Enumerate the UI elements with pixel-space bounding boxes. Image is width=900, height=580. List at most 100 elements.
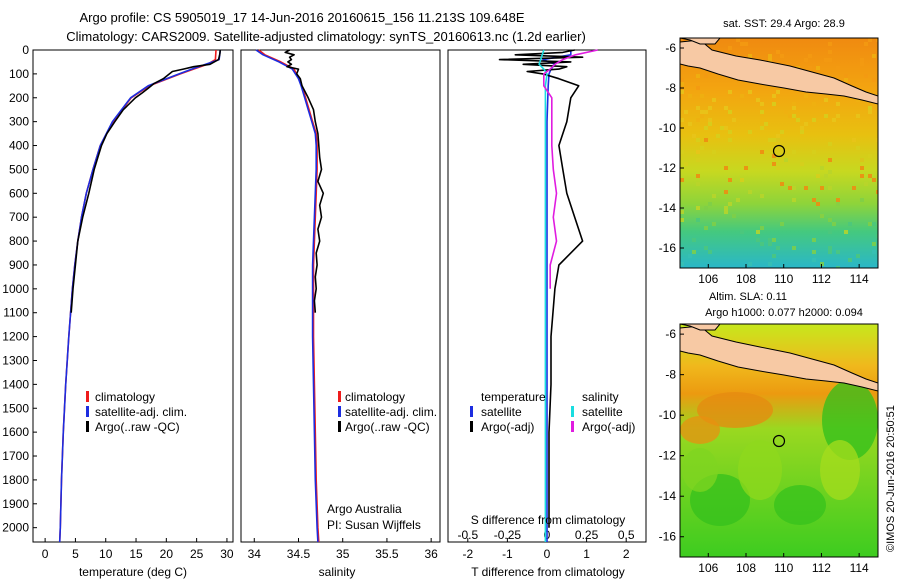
lat-tick-label: -16 bbox=[659, 241, 677, 255]
legend-t-satellite: satellite bbox=[481, 405, 522, 419]
x-tick-label: 36 bbox=[424, 547, 438, 561]
sst-pixel bbox=[848, 222, 852, 226]
y-tick-label: 700 bbox=[9, 210, 29, 224]
sst-pixel bbox=[760, 102, 764, 106]
series-line-climatology bbox=[58, 49, 217, 543]
sst-pixel bbox=[696, 158, 700, 162]
sst-pixel bbox=[696, 74, 700, 78]
sst-pixel bbox=[844, 78, 848, 82]
sst-pixel bbox=[824, 98, 828, 102]
x-tick-label: -1 bbox=[502, 547, 513, 561]
lat-tick-label: -12 bbox=[659, 449, 677, 463]
figure-title-line1: Argo profile: CS 5905019_17 14-Jun-2016 … bbox=[79, 10, 524, 25]
x-tick-label: 35.5 bbox=[375, 547, 399, 561]
sst-pixel bbox=[868, 38, 872, 42]
sst-pixel bbox=[780, 182, 784, 186]
sst-pixel bbox=[788, 186, 792, 190]
sst-pixel bbox=[820, 214, 824, 218]
sst-pixel bbox=[800, 130, 804, 134]
sst-pixel bbox=[768, 58, 772, 62]
sst-pixel bbox=[740, 94, 744, 98]
sst-pixel bbox=[868, 106, 872, 110]
y-tick-label: 0 bbox=[22, 43, 29, 57]
sst-pixel bbox=[708, 106, 712, 110]
sst-pixel bbox=[744, 166, 748, 170]
sst-pixel bbox=[716, 134, 720, 138]
legend-mark-satellite bbox=[86, 406, 89, 417]
legend-mark-argo bbox=[86, 421, 89, 432]
sst-pixel bbox=[748, 130, 752, 134]
sst-pixel bbox=[772, 254, 776, 258]
sst-pixel bbox=[804, 94, 808, 98]
sst-pixel bbox=[876, 182, 878, 186]
sst-pixel bbox=[800, 126, 804, 130]
legend-satellite: satellite-adj. clim. bbox=[95, 405, 187, 419]
temperature-lines bbox=[58, 49, 222, 543]
sst-land-borneo-edge bbox=[680, 38, 721, 45]
sst-pixel bbox=[684, 162, 688, 166]
sst-pixel bbox=[740, 230, 744, 234]
sla-anomaly-blob bbox=[697, 392, 773, 428]
sst-pixel bbox=[724, 106, 728, 110]
legend-mark-argo bbox=[338, 421, 341, 432]
sst-pixel bbox=[768, 54, 772, 58]
sst-pixel bbox=[812, 250, 816, 254]
y-tick-label: 300 bbox=[9, 115, 29, 129]
sla-anomaly-blob bbox=[680, 416, 720, 444]
legend-argo: Argo(..raw -QC) bbox=[345, 420, 430, 434]
top-tick-label: -0.5 bbox=[457, 528, 478, 542]
sst-pixel bbox=[704, 246, 708, 250]
sst-pixel bbox=[820, 166, 824, 170]
legend-s-argo: Argo(-adj) bbox=[582, 420, 635, 434]
sst-pixel bbox=[780, 54, 784, 58]
sla-map-axes: 106 108 110 112 114 -6 -8 -10 -12 -14 -16 bbox=[659, 327, 869, 575]
legend-s-satellite: satellite bbox=[582, 405, 623, 419]
sla-field-patches bbox=[680, 380, 878, 526]
depth-axis: 0 100 200 300 400 500 600 700 800 900 1000 1100 1200… bbox=[2, 43, 37, 535]
sst-pixel bbox=[712, 194, 716, 198]
t-difference-axis-label: T difference from climatology bbox=[471, 565, 625, 579]
sst-pixel bbox=[856, 146, 860, 150]
x-tick-label: 0 bbox=[544, 547, 551, 561]
series-line-satellite-adj-clim- bbox=[58, 49, 222, 543]
sst-pixel bbox=[872, 242, 876, 246]
legend-argo: Argo(..raw -QC) bbox=[95, 420, 180, 434]
lon-tick-label: 108 bbox=[736, 561, 756, 575]
sst-pixel bbox=[856, 98, 860, 102]
y-tick-label: 200 bbox=[9, 91, 29, 105]
sst-pixel bbox=[824, 114, 828, 118]
sst-pixel bbox=[764, 122, 768, 126]
sst-pixel bbox=[812, 258, 816, 262]
sst-pixel bbox=[776, 166, 780, 170]
sst-pixel bbox=[832, 118, 836, 122]
sst-pixel bbox=[768, 138, 772, 142]
sst-pixel bbox=[828, 158, 832, 162]
sst-pixel bbox=[772, 94, 776, 98]
sst-pixel bbox=[828, 250, 832, 254]
sst-pixel bbox=[760, 194, 764, 198]
series-line-salinity-argo-adj- bbox=[542, 49, 598, 289]
sst-pixel bbox=[812, 150, 816, 154]
sst-pixel bbox=[860, 174, 864, 178]
series-line-salinity-satellite bbox=[538, 49, 548, 542]
y-tick-label: 1000 bbox=[2, 282, 29, 296]
sst-pixel bbox=[692, 238, 696, 242]
sst-pixel bbox=[864, 42, 868, 46]
sst-pixel bbox=[872, 250, 876, 254]
sst-pixel bbox=[696, 118, 700, 122]
series-line-argo-raw-qc- bbox=[284, 49, 325, 313]
sst-pixel bbox=[876, 38, 878, 42]
salinity-lines bbox=[255, 49, 325, 543]
sst-pixel bbox=[824, 174, 828, 178]
sst-pixel bbox=[824, 110, 828, 114]
sst-pixel bbox=[732, 214, 736, 218]
sst-pixel bbox=[712, 150, 716, 154]
lon-tick-label: 112 bbox=[812, 561, 831, 575]
y-tick-label: 1700 bbox=[2, 449, 29, 463]
sst-pixel bbox=[864, 74, 868, 78]
y-tick-label: 2000 bbox=[2, 521, 29, 535]
sst-pixel bbox=[784, 110, 788, 114]
lat-tick-label: -16 bbox=[659, 530, 677, 544]
salinity-axis: 34 34.5 35 35.5 36 bbox=[248, 538, 438, 561]
sst-pixel bbox=[808, 66, 812, 70]
